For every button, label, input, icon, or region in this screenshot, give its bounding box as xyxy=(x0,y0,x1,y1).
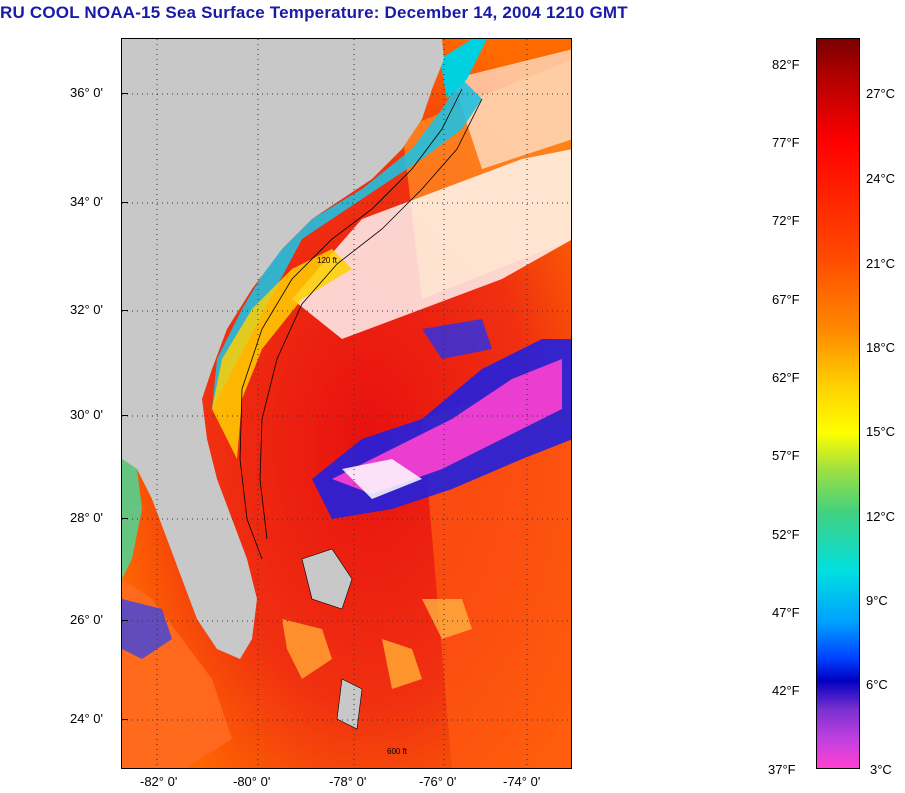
colorbar-f-label: 77°F xyxy=(772,135,800,150)
lat-tick xyxy=(121,719,128,720)
lat-tick xyxy=(121,310,128,311)
colorbar-f-label: 62°F xyxy=(772,370,800,385)
colorbar-c-label: 21°C xyxy=(866,256,896,271)
lat-tick xyxy=(121,518,128,519)
shelf-cool-water xyxy=(212,79,482,409)
lat-label: 36° 0' xyxy=(70,85,103,100)
colorbar-c-label: 15°C xyxy=(866,424,896,439)
lon-label: -80° 0' xyxy=(233,774,271,789)
colorbar-c-label: 27°C xyxy=(866,86,896,101)
contour-label-120: 120 ft xyxy=(317,256,338,265)
temperature-colorbar xyxy=(816,38,860,769)
lon-label: -82° 0' xyxy=(140,774,178,789)
lat-tick xyxy=(121,93,128,94)
graticule xyxy=(122,39,571,768)
sst-map-image: 120 ft 600 ft xyxy=(122,39,571,768)
lat-label: 34° 0' xyxy=(70,194,103,209)
lat-tick xyxy=(121,202,128,203)
colorbar-f-label: 67°F xyxy=(772,292,800,307)
lat-label: 28° 0' xyxy=(70,510,103,525)
lat-label: 26° 0' xyxy=(70,612,103,627)
colorbar-f-label: 37°F xyxy=(768,762,796,777)
colorbar-f-label: 42°F xyxy=(772,683,800,698)
lat-tick xyxy=(121,620,128,621)
sst-map: 120 ft 600 ft xyxy=(121,38,572,769)
colorbar-c-label: 3°C xyxy=(870,762,892,777)
lat-label: 24° 0' xyxy=(70,711,103,726)
bahamas-island xyxy=(301,548,353,610)
depth-contours xyxy=(239,88,483,560)
lat-label: 30° 0' xyxy=(70,407,103,422)
colorbar-c-label: 12°C xyxy=(866,509,896,524)
cloud-cover xyxy=(292,149,571,339)
contour-label-600: 600 ft xyxy=(387,747,408,756)
lon-label: -74° 0' xyxy=(503,774,541,789)
colorbar-c-label: 6°C xyxy=(866,677,888,692)
land-mass xyxy=(122,39,444,659)
colorbar-f-label: 57°F xyxy=(772,448,800,463)
colorbar-c-label: 24°C xyxy=(866,171,896,186)
colorbar-c-label: 18°C xyxy=(866,340,896,355)
colorbar-f-label: 47°F xyxy=(772,605,800,620)
colorbar-f-label: 72°F xyxy=(772,213,800,228)
lon-label: -78° 0' xyxy=(329,774,367,789)
lat-tick xyxy=(121,415,128,416)
colorbar-c-label: 9°C xyxy=(866,593,888,608)
colorbar-f-label: 52°F xyxy=(772,527,800,542)
lon-label: -76° 0' xyxy=(419,774,457,789)
lat-label: 32° 0' xyxy=(70,302,103,317)
figure-title: RU COOL NOAA-15 Sea Surface Temperature:… xyxy=(0,3,628,22)
colorbar-f-label: 82°F xyxy=(772,57,800,72)
